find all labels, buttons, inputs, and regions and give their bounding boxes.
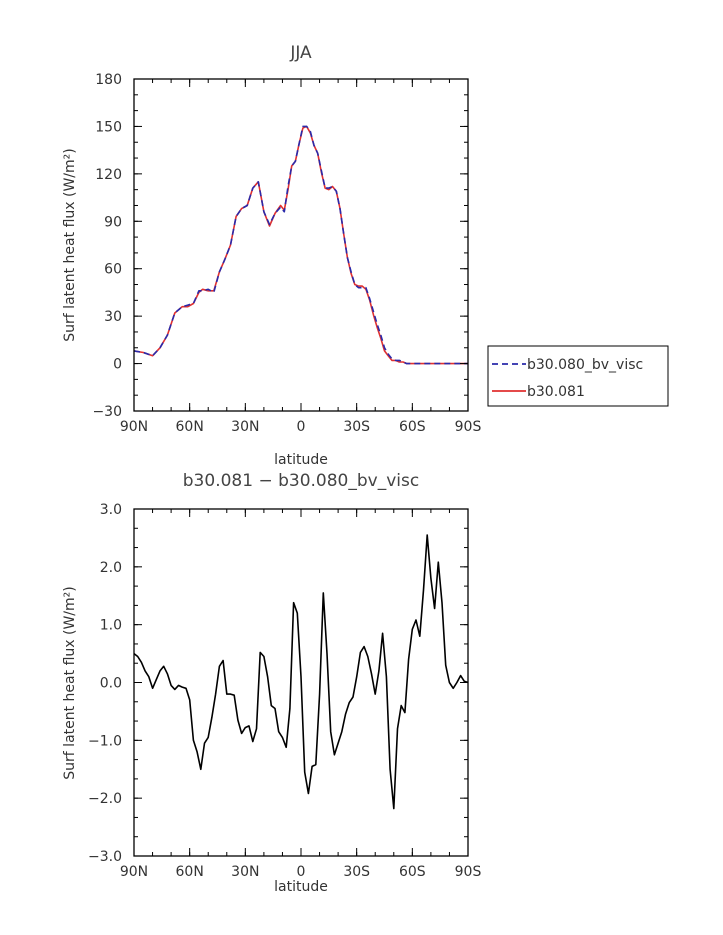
top-chart-series: [133, 125, 468, 365]
bottom-chart-x-ticks: 90N 60N 30N 0 30S 60S 90S: [120, 509, 482, 880]
c1-y-tick-label: 180: [95, 72, 122, 88]
c2-x-tick-label: 30N: [231, 864, 259, 880]
bottom-chart-x-label: latitude: [274, 879, 328, 895]
c1-x-tick-label: 60N: [176, 419, 204, 435]
legend: b30.080_bv_visc b30.081: [487, 345, 669, 407]
c2-x-tick-label: 90S: [455, 864, 482, 880]
bottom-chart-title: b30.081 − b30.080_bv_visc: [183, 471, 419, 491]
top-chart-x-ticks: 90N 60N 30N 0 30S 60S 90S: [120, 79, 482, 435]
top-chart-y-label: Surf latent heat flux (W/m²): [62, 148, 78, 341]
c2-x-tick-label: 30S: [343, 864, 370, 880]
c2-y-tick-label: −3.0: [88, 849, 122, 865]
c2-y-tick-label: 2.0: [100, 560, 122, 576]
bottom-chart: b30.081 − b30.080_bv_visc 90N 60N 30N 0 30S 6…: [62, 471, 481, 895]
top-chart-x-label: latitude: [274, 452, 328, 468]
c2-x-tick-label: 0: [297, 864, 306, 880]
c1-x-tick-label: 90N: [120, 419, 148, 435]
top-chart-title: JJA: [289, 43, 312, 63]
c1-y-tick-label: 30: [104, 309, 122, 325]
c1-y-tick-label: 120: [95, 167, 122, 183]
c2-y-tick-label: 0.0: [100, 676, 122, 692]
c1-x-tick-label: 60S: [399, 419, 426, 435]
c2-y-tick-label: −2.0: [88, 791, 122, 807]
c1-y-tick-label: 0: [113, 357, 122, 373]
c2-y-tick-label: −1.0: [88, 733, 122, 749]
c2-x-tick-label: 60S: [399, 864, 426, 880]
c2-x-tick-label: 60N: [176, 864, 204, 880]
legend-label-b30-081: b30.081: [527, 384, 585, 400]
c1-y-tick-label: 150: [95, 119, 122, 135]
c1-x-tick-label: 90S: [455, 419, 482, 435]
c2-y-tick-label: 1.0: [100, 618, 122, 634]
c1-x-tick-label: 30N: [231, 419, 259, 435]
bottom-chart-y-label: Surf latent heat flux (W/m²): [62, 586, 78, 779]
c1-y-tick-label: −30: [92, 404, 122, 420]
top-chart: JJA 90N 60N 30N 0 30S 60S 90S −30 0 30 60 90 120 150…: [62, 43, 481, 468]
c2-y-tick-label: 3.0: [100, 502, 122, 518]
c1-y-tick-label: 60: [104, 262, 122, 278]
c1-series-line-0: [133, 125, 468, 365]
c1-x-tick-label: 30S: [343, 419, 370, 435]
c1-y-tick-label: 90: [104, 214, 122, 230]
c2-x-tick-label: 90N: [120, 864, 148, 880]
top-chart-y-ticks: −30 0 30 60 90 120 150 180: [92, 72, 468, 420]
legend-box: [487, 345, 669, 407]
c1-series-line-1: [133, 125, 468, 365]
bottom-chart-series: [133, 534, 469, 810]
top-chart-frame: [133, 78, 469, 412]
c1-x-tick-label: 0: [297, 419, 306, 435]
legend-label-b30-080: b30.080_bv_visc: [527, 357, 643, 373]
bottom-chart-y-ticks: −3.0 −2.0 −1.0 0.0 1.0 2.0 3.0: [88, 502, 468, 865]
c2-series-line-0: [133, 534, 469, 810]
